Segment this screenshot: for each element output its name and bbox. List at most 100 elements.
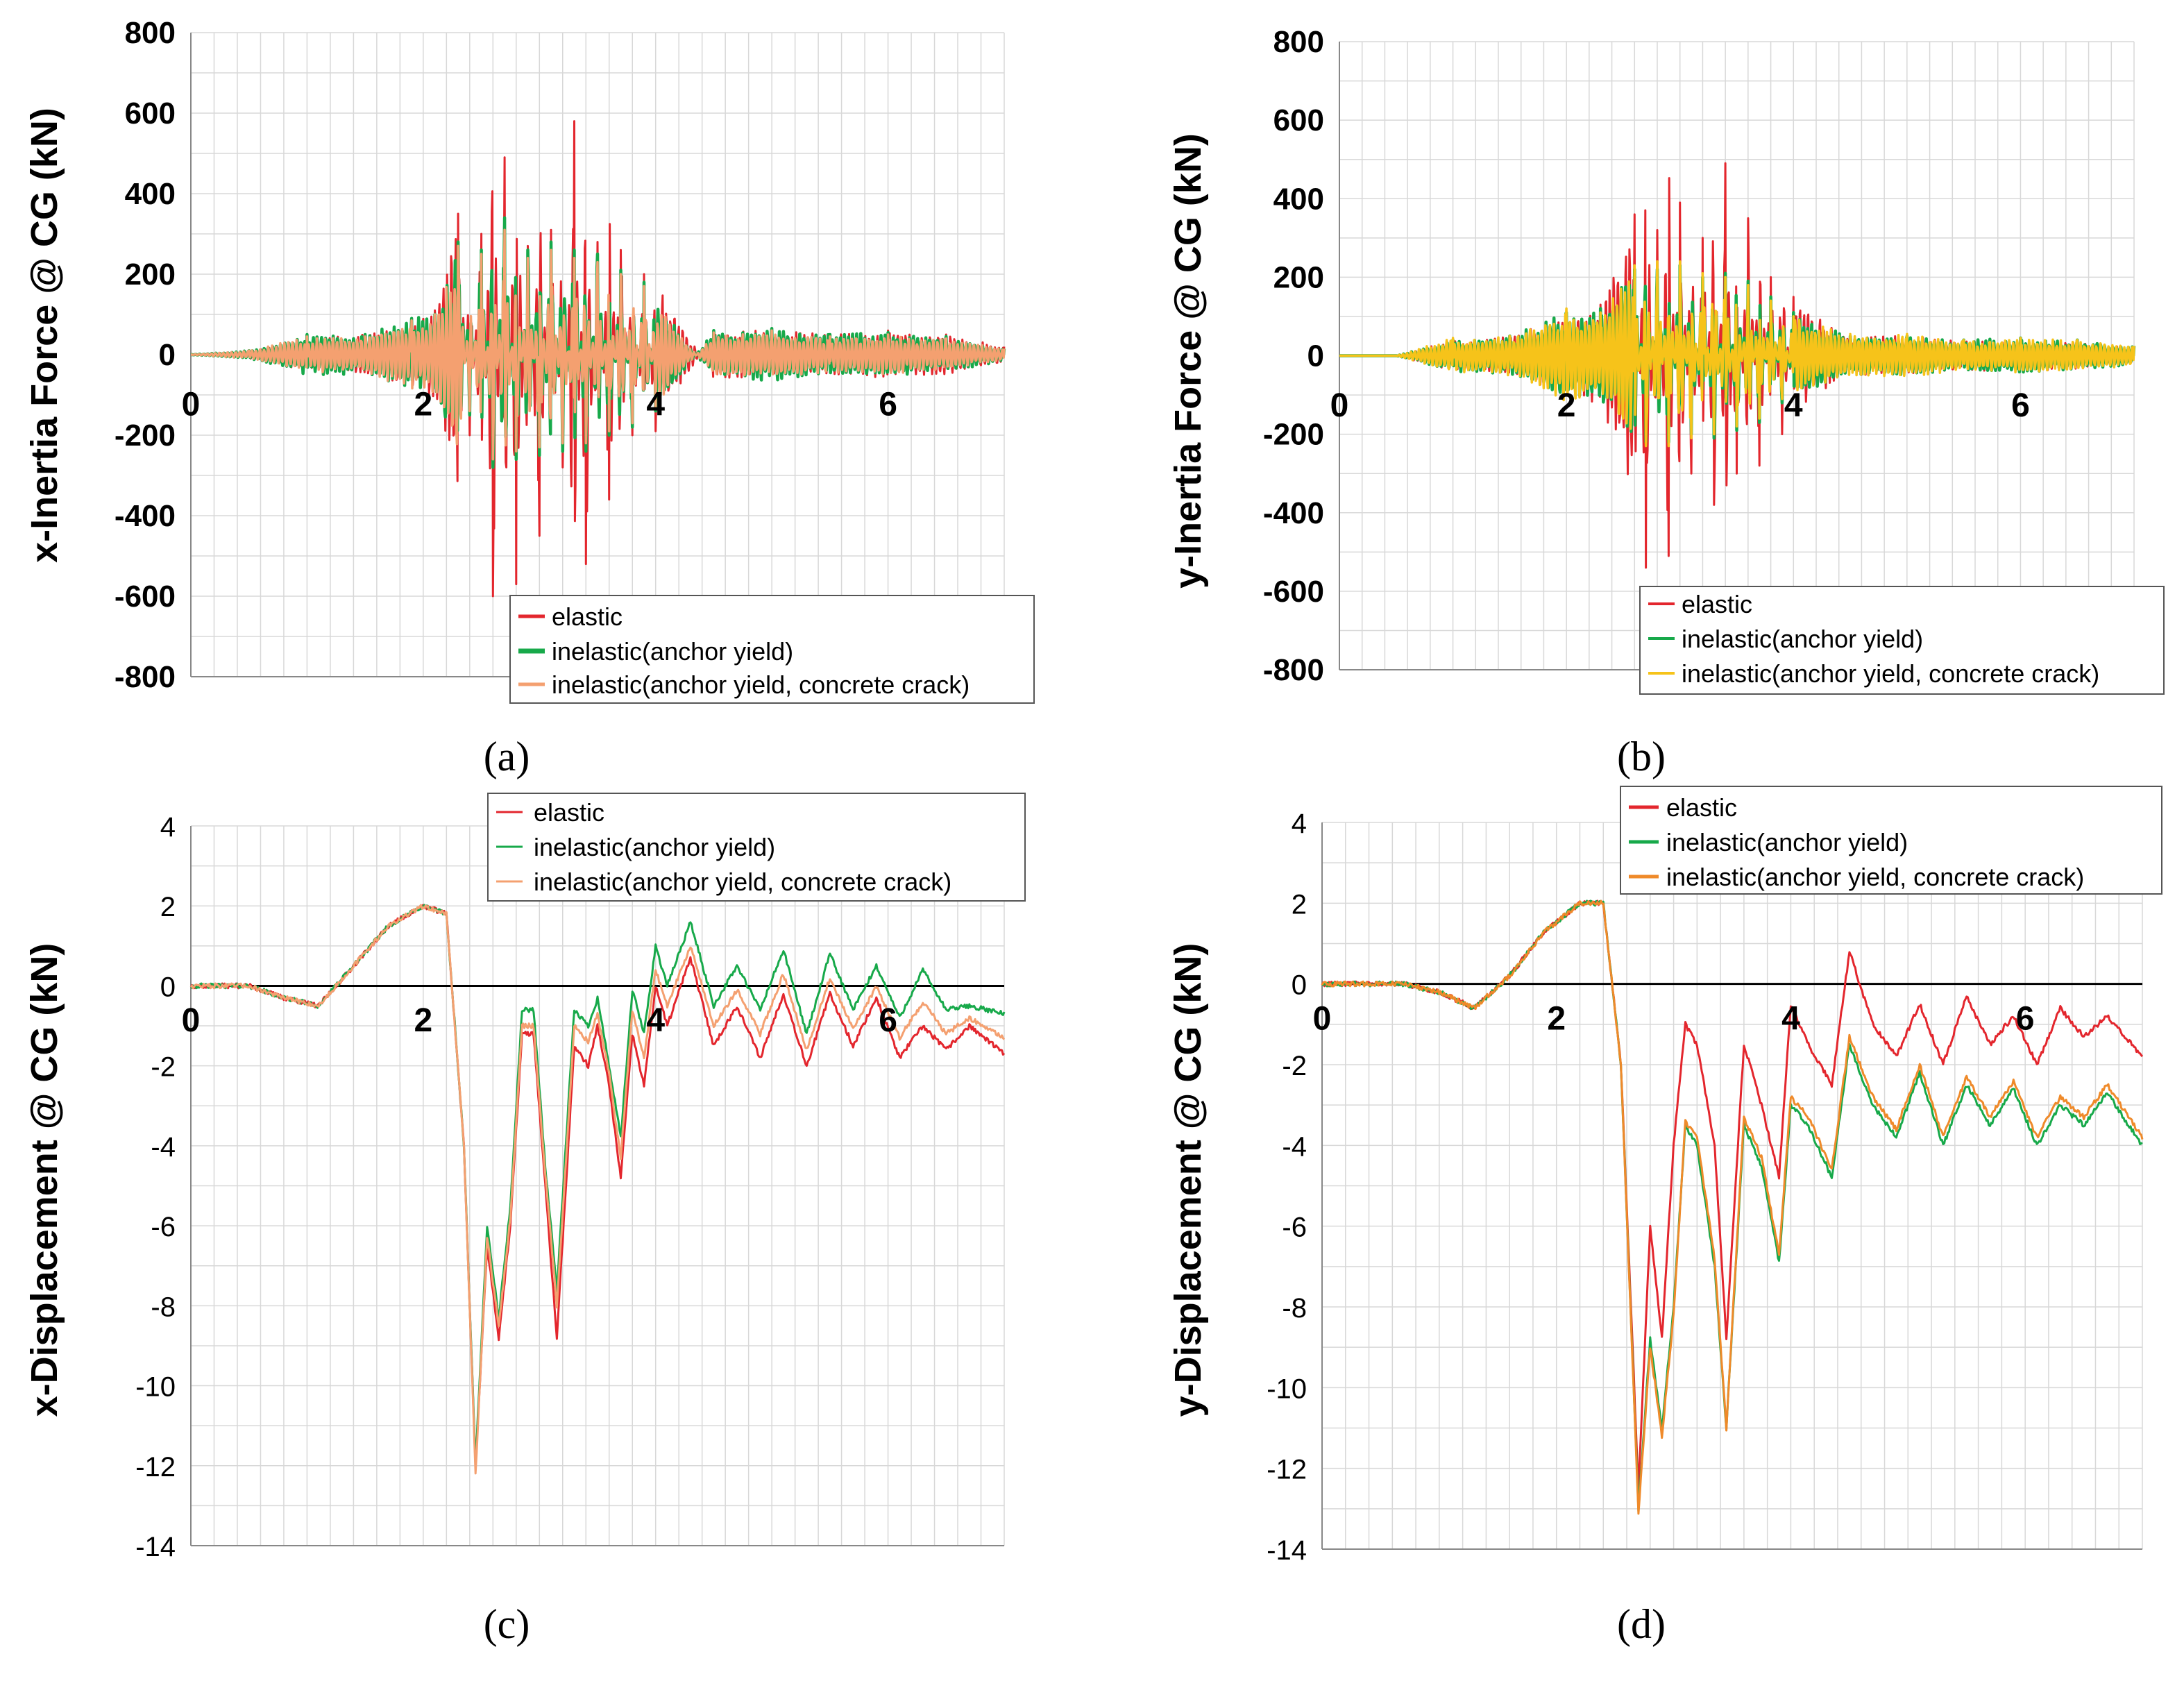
series-line-inelastic-crack-a <box>189 904 1006 1475</box>
y-tick-label: 600 <box>1273 103 1324 137</box>
y-tick-label: -12 <box>1267 1455 1307 1485</box>
y-tick-label: -4 <box>1282 1131 1307 1162</box>
legend-label-anchor-c: inelastic(anchor yield) <box>534 833 775 861</box>
y-tick-label: -600 <box>115 580 176 614</box>
x-tick-label: 6 <box>879 386 897 423</box>
caption-a: (a) <box>484 734 530 779</box>
x-ticks-d: 0 2 4 6 <box>1313 1000 2035 1037</box>
y-tick-label: 400 <box>1273 182 1324 216</box>
y-tick-label: -400 <box>115 499 176 533</box>
y-tick-label: 800 <box>125 16 176 50</box>
legend-label-anchor-a: inelastic(anchor yield) <box>552 637 793 666</box>
y-tick-label: 0 <box>160 972 176 1002</box>
legend-label-crack-c: inelastic(anchor yield, concrete crack) <box>534 868 951 896</box>
legend-d: elastic inelastic(anchor yield) inelasti… <box>1620 786 2162 895</box>
x-tick-label: 0 <box>182 386 201 423</box>
y-tick-label: -14 <box>1267 1535 1307 1566</box>
y-tick-label: 2 <box>160 892 176 922</box>
y-tick-label: -12 <box>135 1452 176 1483</box>
y-tick-label: -6 <box>1282 1213 1307 1243</box>
x-tick-label: 6 <box>2011 387 2030 424</box>
x-ticks-b: 0 2 4 6 <box>1330 387 2030 424</box>
x-tick-label: 2 <box>414 386 433 423</box>
legend-label-crack-d: inelastic(anchor yield, concrete crack) <box>1666 863 2084 891</box>
y-tick-label: 2 <box>1292 889 1307 920</box>
y-ticks-a: -800 -600 -400 -200 0 200 400 600 800 <box>115 16 176 694</box>
legend-label-elastic-a: elastic <box>552 602 623 631</box>
y-ticks-c: -14 -12 -10 -8 -6 -4 -2 0 2 4 <box>135 812 176 1562</box>
x-tick-label: 4 <box>646 386 665 423</box>
legend-box-c <box>487 793 1026 902</box>
y-tick-label: -200 <box>1263 418 1324 452</box>
series-line-inelastic-anchor <box>1321 899 2143 1512</box>
x-tick-label: 6 <box>879 1002 897 1039</box>
x-tick-label: 0 <box>182 1002 201 1039</box>
y-tick-label: -4 <box>151 1132 176 1163</box>
series-line-elastic <box>189 904 1006 1467</box>
y-tick-label: -8 <box>1282 1293 1307 1324</box>
y-tick-label: 0 <box>1292 970 1307 1001</box>
y-tick-label: -6 <box>151 1212 176 1242</box>
y-tick-label: -800 <box>1263 653 1324 687</box>
x-tick-label: 2 <box>414 1002 433 1039</box>
y-tick-label: -800 <box>115 660 176 694</box>
x-tick-label: 4 <box>1781 1000 1800 1037</box>
y-axis-label-d: y-Displacement @ CG (kN) <box>1167 943 1209 1417</box>
x-ticks-c: 0 2 4 6 <box>182 1002 897 1039</box>
y-tick-label: -10 <box>1267 1374 1307 1404</box>
x-tick-label: 0 <box>1313 1000 1332 1037</box>
plot-area-b <box>1338 162 2136 569</box>
legend-label-elastic-b: elastic <box>1682 590 1752 618</box>
legend-c: elastic inelastic(anchor yield) inelasti… <box>487 793 1026 902</box>
y-tick-label: 200 <box>125 257 176 292</box>
plot-area-d <box>1321 899 2144 1515</box>
y-tick-label: 600 <box>125 96 176 130</box>
y-tick-label: 4 <box>1292 809 1307 839</box>
legend-box-a <box>509 595 1035 704</box>
y-axis-label-b: y-Inertia Force @ CG (kN) <box>1167 133 1209 589</box>
series-line-inelastic-crack-b <box>1339 260 2135 448</box>
y-tick-label: -8 <box>151 1292 176 1322</box>
legend-box-b <box>1639 586 2165 695</box>
y-tick-label: 0 <box>159 338 176 372</box>
y-axis-label-c: x-Displacement @ CG (kN) <box>24 943 65 1417</box>
y-tick-label: 200 <box>1273 260 1324 294</box>
y-ticks-d: -14 -12 -10 -8 -6 -4 -2 0 2 4 <box>1267 809 1307 1566</box>
plot-area-c <box>189 904 1006 1475</box>
legend-label-anchor-d: inelastic(anchor yield) <box>1666 828 1908 856</box>
y-tick-label: 800 <box>1273 25 1324 59</box>
plot-area-a <box>189 120 1006 598</box>
y-tick-label: -10 <box>135 1372 176 1403</box>
x-tick-label: 2 <box>1557 387 1576 424</box>
legend-label-elastic-c: elastic <box>534 798 604 827</box>
legend-a: elastic inelastic(anchor yield) inelasti… <box>509 595 1035 704</box>
y-tick-label: -600 <box>1263 575 1324 609</box>
grid-c <box>190 825 1005 1546</box>
caption-c: (c) <box>484 1601 530 1647</box>
legend-label-anchor-b: inelastic(anchor yield) <box>1682 625 1923 653</box>
grid-d <box>1321 822 2143 1550</box>
caption-b: (b) <box>1617 734 1666 779</box>
series-line-inelastic-crack-a <box>190 228 1006 461</box>
y-tick-label: -14 <box>135 1532 176 1562</box>
x-tick-label: 4 <box>646 1002 665 1039</box>
y-tick-label: 4 <box>160 812 176 843</box>
x-tick-label: 2 <box>1547 1000 1566 1037</box>
series-line-elastic <box>1321 899 2144 1489</box>
x-tick-label: 4 <box>1784 387 1803 424</box>
y-tick-label: 0 <box>1307 339 1324 373</box>
y-tick-label: -2 <box>151 1052 176 1083</box>
x-ticks-a: 0 2 4 6 <box>182 386 897 423</box>
x-tick-label: 0 <box>1330 387 1349 424</box>
legend-b: elastic inelastic(anchor yield) inelasti… <box>1639 586 2165 695</box>
y-tick-label: 400 <box>125 177 176 211</box>
legend-label-elastic-d: elastic <box>1666 793 1737 822</box>
series-line-inelastic-crack-d <box>1321 899 2144 1515</box>
x-tick-label: 6 <box>2016 1000 2035 1037</box>
legend-label-crack-b: inelastic(anchor yield, concrete crack) <box>1682 659 2099 688</box>
